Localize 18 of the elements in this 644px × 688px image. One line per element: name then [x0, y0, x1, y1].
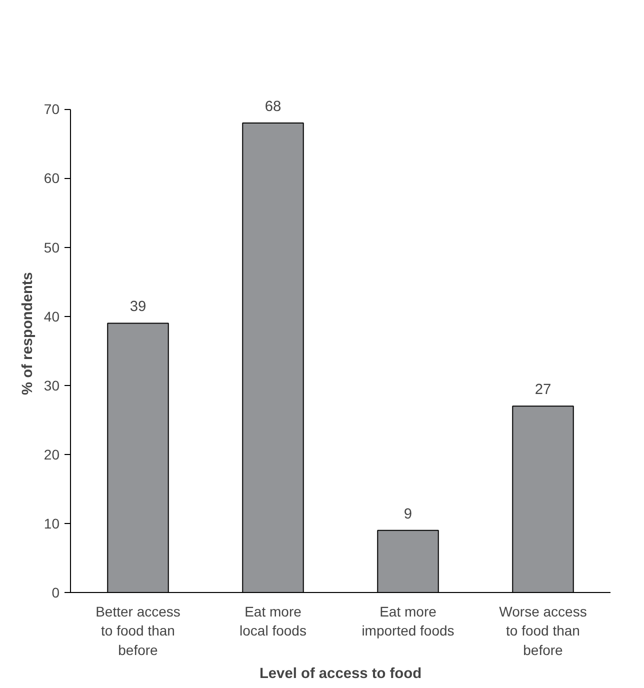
- x-tick-label: Better access to food than before: [96, 604, 180, 658]
- data-label: 27: [534, 382, 552, 398]
- y-tick-label: 60: [44, 170, 60, 186]
- y-tick-label: 20: [44, 446, 60, 462]
- data-label: 68: [264, 98, 282, 115]
- data-label: 9: [404, 506, 412, 522]
- y-tick-label: 30: [44, 377, 60, 394]
- y-tick-label: 10: [44, 515, 60, 532]
- x-tick-label: Eat more local foods: [240, 604, 306, 639]
- y-tick-label: 70: [44, 101, 60, 118]
- y-tick-label: 50: [44, 239, 60, 256]
- y-tick-label: 40: [44, 308, 60, 324]
- x-tick-label: Worse access to food than before: [499, 604, 587, 658]
- y-tick-label: 0: [52, 584, 60, 600]
- y-axis-title: % of respondents: [20, 272, 36, 396]
- x-tick-label: Eat more imported foods: [362, 604, 454, 639]
- data-label: 39: [130, 299, 146, 316]
- x-axis-title: Level of access to food: [259, 666, 422, 682]
